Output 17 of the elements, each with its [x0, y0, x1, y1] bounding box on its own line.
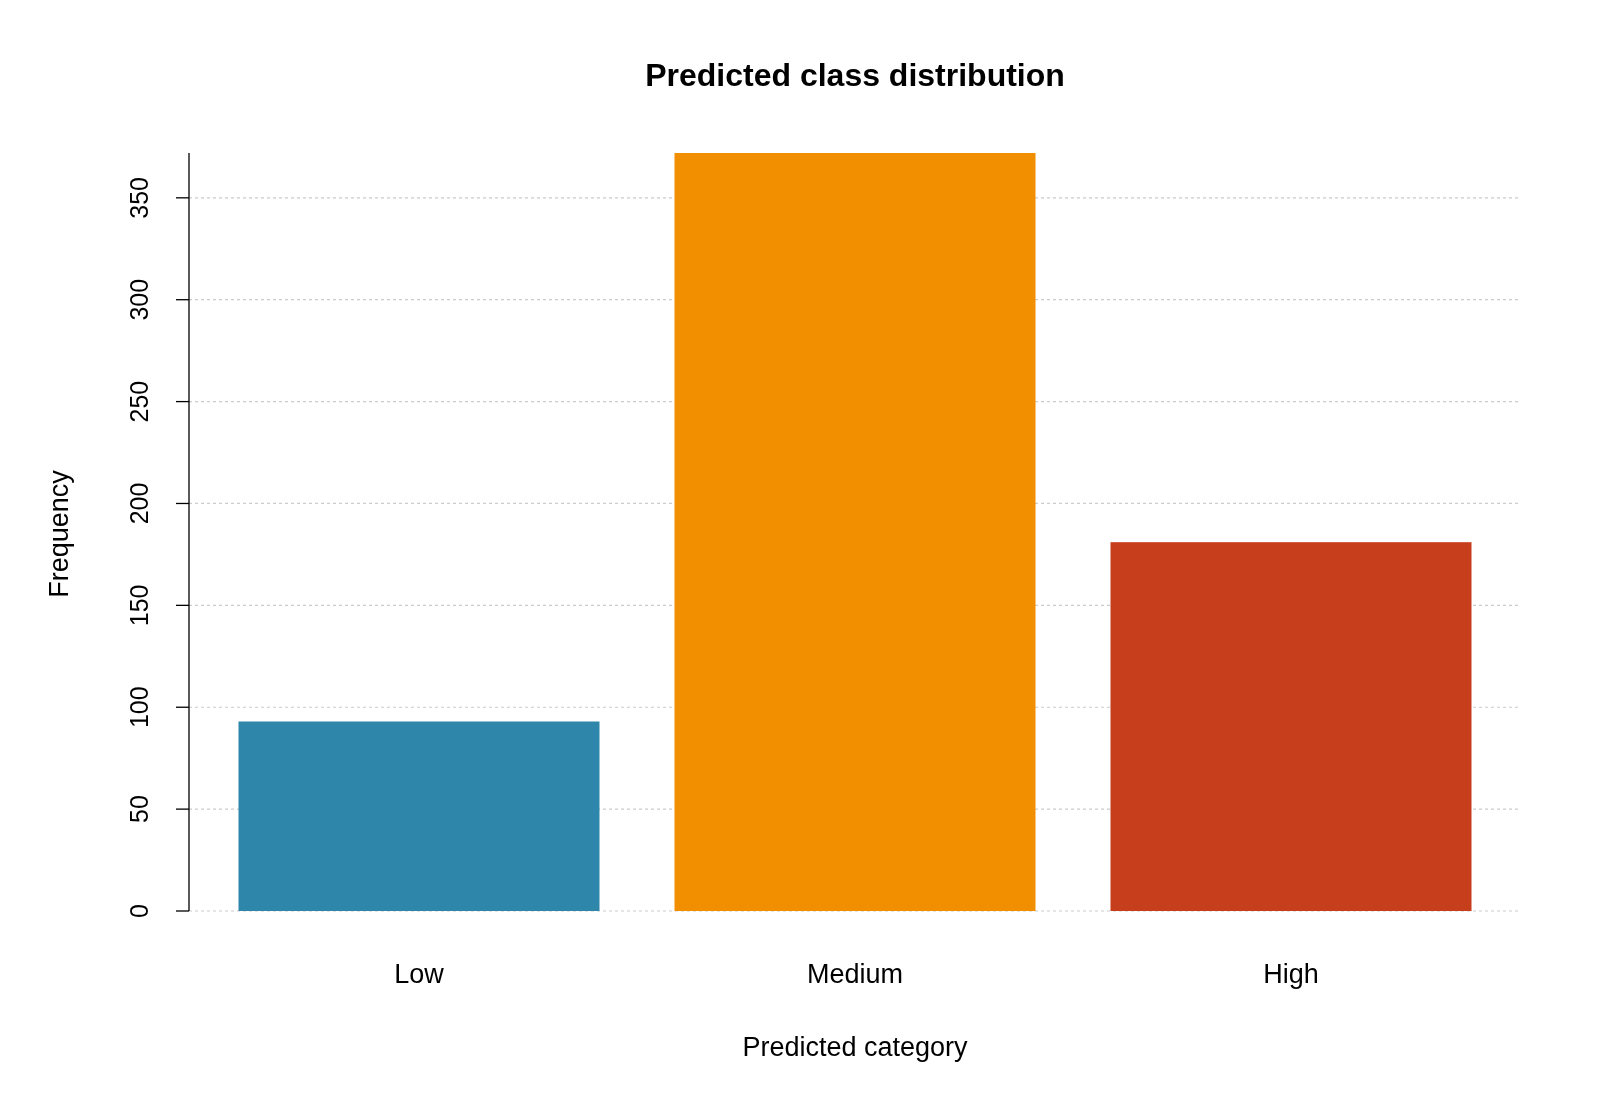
x-tick-label: High	[1263, 959, 1319, 990]
y-tick-label: 350	[124, 176, 153, 219]
bar	[674, 153, 1036, 911]
y-tick-label: 300	[124, 278, 153, 321]
x-axis-title: Predicted category	[742, 1032, 969, 1063]
y-tick-label: 50	[124, 795, 153, 824]
bar	[1110, 542, 1472, 911]
bar	[238, 721, 600, 911]
y-tick-label: 150	[124, 584, 153, 627]
chart-title: Predicted class distribution	[645, 57, 1065, 94]
x-tick-label: Low	[394, 959, 445, 990]
x-tick-label: Medium	[806, 959, 904, 990]
y-tick-label: 200	[124, 482, 153, 525]
y-tick-label: 250	[124, 380, 153, 423]
y-tick-label: 0	[124, 904, 153, 918]
y-tick-label: 100	[124, 686, 153, 729]
y-axis-title: Frequency	[44, 469, 75, 598]
